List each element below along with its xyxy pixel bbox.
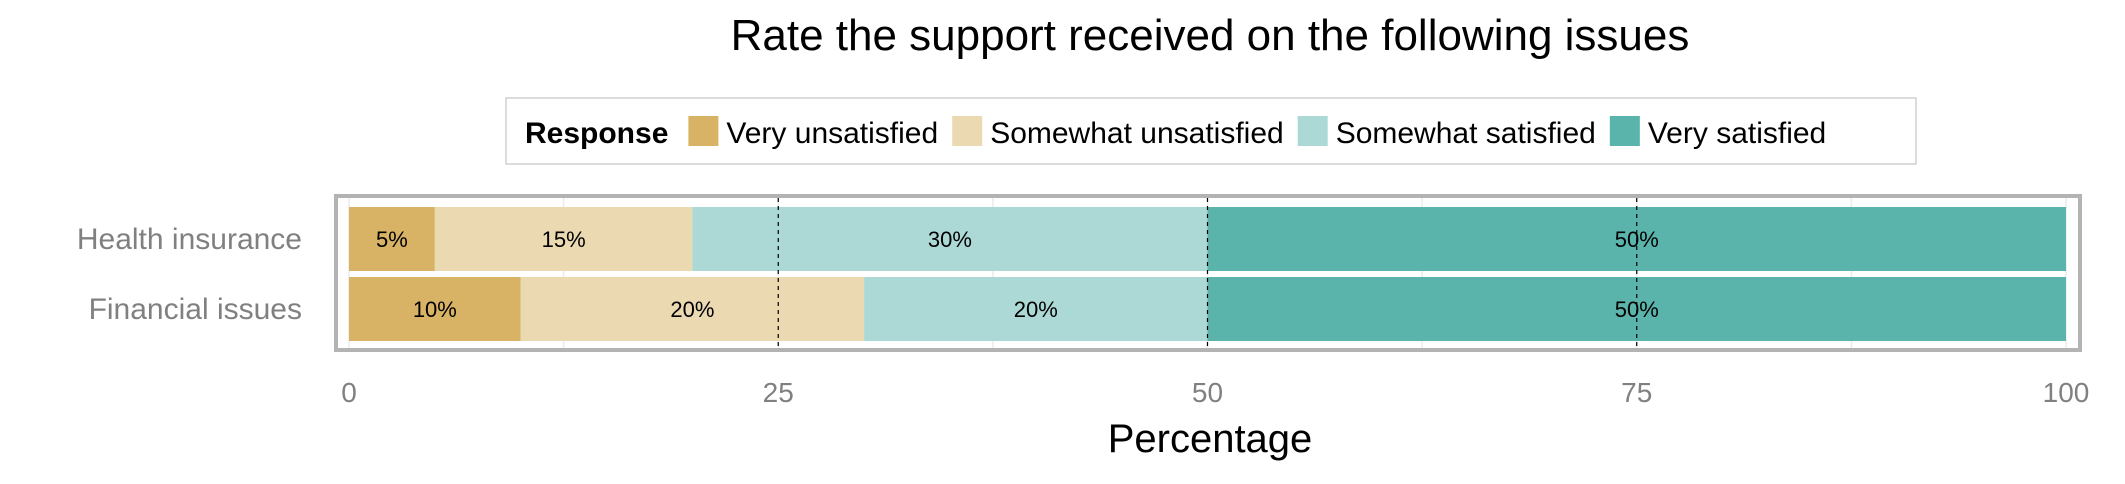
legend-key-0 [688,116,719,146]
x-axis-label: Percentage [1108,417,1313,461]
x-tick-label: 0 [341,377,357,408]
chart-title: Rate the support received on the followi… [731,11,1690,60]
bar-label: 50% [1615,297,1659,322]
x-tick-label: 25 [763,377,794,408]
legend-label-0: Very unsatisfied [726,117,938,150]
bar-labels: 5% 15% 30% 50% 10% 20% 20% 50% [376,227,1659,322]
legend: Response Very unsatisfied Somewhat unsati… [505,97,1917,165]
quarter-lines [777,198,1638,348]
y-tick-label: Health insurance [77,223,302,256]
x-tick-label: 100 [2043,377,2090,408]
bar-segment [349,207,435,271]
bar-segment [349,277,521,341]
bar-label: 30% [928,227,972,252]
bar-label: 10% [413,297,457,322]
bar-label: 5% [376,227,408,252]
plot-area: 5% 15% 30% 50% 10% 20% 20% 50% [334,194,2082,352]
legend-title: Response [525,117,668,150]
legend-label-2: Somewhat satisfied [1336,117,1596,150]
legend-key-1 [952,116,983,146]
bar-label: 20% [1014,297,1058,322]
bar-segment [864,277,1208,341]
x-tick-label: 75 [1621,377,1652,408]
legend-box [505,97,1917,165]
y-tick-label: Financial issues [89,293,302,326]
legend-label-3: Very satisfied [1648,117,1826,150]
x-tick-label: 50 [1192,377,1223,408]
bar-label: 15% [542,227,586,252]
bar-label: 20% [670,297,714,322]
x-axis: 0 25 50 75 100 [341,377,2089,408]
y-axis: Health insurance Financial issues [77,223,302,326]
bars [349,207,2066,341]
bar-segment [434,207,693,271]
legend-key-3 [1609,116,1640,146]
legend-key-2 [1297,116,1328,146]
panel-border [334,194,2082,352]
legend-label-1: Somewhat unsatisfied [990,117,1284,150]
bar-label: 50% [1615,227,1659,252]
bar-segment [520,277,865,341]
